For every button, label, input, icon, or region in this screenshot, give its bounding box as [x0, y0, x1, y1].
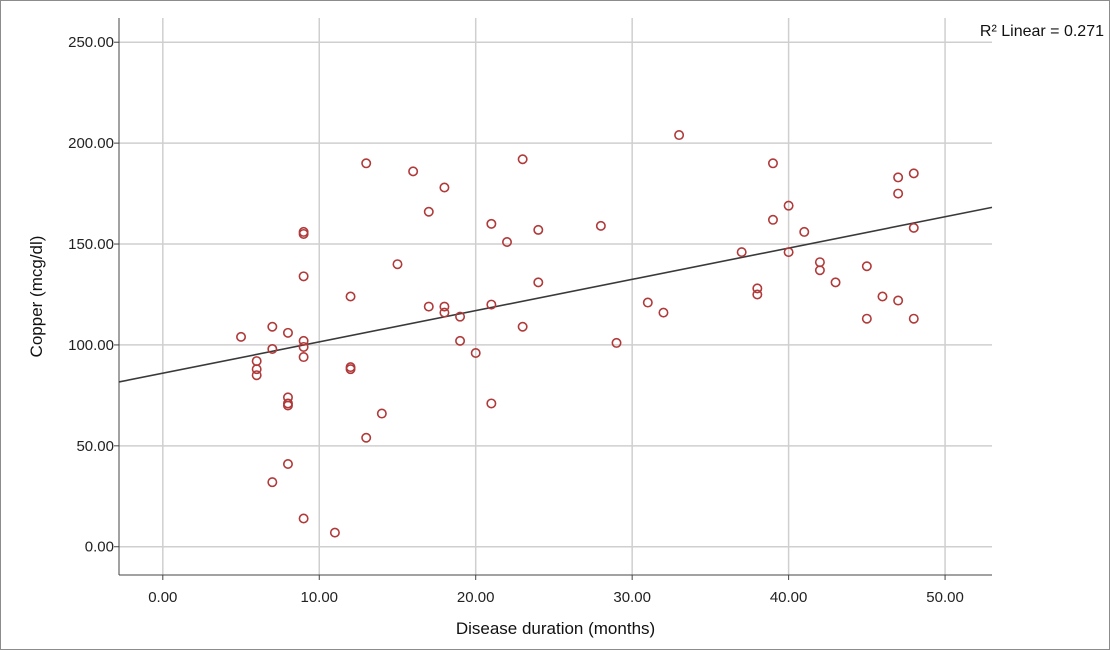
data-point	[893, 188, 904, 199]
data-point	[345, 291, 356, 302]
data-point	[298, 341, 309, 352]
data-point	[392, 259, 403, 270]
data-point	[814, 257, 825, 268]
y-tick-label: 150.00	[68, 236, 114, 253]
data-point	[251, 370, 262, 381]
data-point	[642, 297, 653, 308]
x-tick-label: 10.00	[300, 589, 338, 606]
data-point	[767, 158, 778, 169]
data-point	[361, 432, 372, 443]
data-point	[236, 331, 247, 342]
data-point	[267, 477, 278, 488]
data-point	[658, 307, 669, 318]
data-point	[298, 335, 309, 346]
data-point	[517, 321, 528, 332]
data-point	[329, 527, 340, 538]
data-point	[423, 301, 434, 312]
data-point	[298, 228, 309, 239]
r-squared-label: R² Linear = 0.271	[980, 23, 1104, 40]
y-axis-ticks: 0.00 50.00 100.00 150.00 200.00 250.00	[68, 34, 119, 556]
linear-fit-line	[118, 206, 993, 383]
gridlines	[119, 18, 992, 575]
data-point	[455, 311, 466, 322]
y-tick-label: 50.00	[76, 438, 114, 455]
data-point	[767, 214, 778, 225]
data-point	[736, 247, 747, 258]
data-point	[908, 222, 919, 233]
data-point	[486, 398, 497, 409]
data-point	[282, 327, 293, 338]
data-point	[267, 321, 278, 332]
data-point	[298, 271, 309, 282]
y-axis-title: Copper (mcg/dl)	[27, 236, 46, 358]
x-tick-label: 0.00	[148, 589, 177, 606]
data-point	[783, 200, 794, 211]
data-point	[251, 356, 262, 367]
data-point	[674, 130, 685, 141]
y-tick-label: 0.00	[85, 539, 114, 556]
data-point	[361, 158, 372, 169]
x-tick-label: 20.00	[457, 589, 495, 606]
data-point	[298, 513, 309, 524]
x-axis-ticks: 0.00 10.00 20.00 30.00 40.00 50.00	[148, 575, 964, 606]
data-point	[861, 313, 872, 324]
data-point	[752, 283, 763, 294]
data-point	[908, 313, 919, 324]
data-point	[455, 335, 466, 346]
data-point	[376, 408, 387, 419]
data-point	[439, 182, 450, 193]
data-point	[517, 154, 528, 165]
data-points	[236, 130, 919, 538]
x-tick-label: 30.00	[613, 589, 651, 606]
y-tick-label: 200.00	[68, 135, 114, 152]
data-point	[423, 206, 434, 217]
data-point	[282, 400, 293, 411]
data-point	[251, 364, 262, 375]
data-point	[486, 299, 497, 310]
data-point	[282, 459, 293, 470]
data-point	[893, 295, 904, 306]
data-point	[611, 337, 622, 348]
data-point	[533, 277, 544, 288]
data-point	[501, 237, 512, 248]
data-point	[893, 172, 904, 183]
y-tick-label: 100.00	[68, 337, 114, 354]
data-point	[877, 291, 888, 302]
data-point	[783, 247, 794, 258]
data-point	[408, 166, 419, 177]
data-point	[533, 224, 544, 235]
data-point	[830, 277, 841, 288]
data-point	[298, 352, 309, 363]
data-point	[908, 168, 919, 179]
data-point	[439, 301, 450, 312]
x-tick-label: 40.00	[770, 589, 808, 606]
data-point	[470, 348, 481, 359]
x-axis-title: Disease duration (months)	[456, 619, 655, 638]
data-point	[814, 265, 825, 276]
x-tick-label: 50.00	[926, 589, 964, 606]
data-point	[439, 307, 450, 318]
data-point	[486, 218, 497, 229]
data-point	[345, 364, 356, 375]
y-tick-label: 250.00	[68, 34, 114, 51]
data-point	[267, 343, 278, 354]
data-point	[799, 226, 810, 237]
data-point	[752, 289, 763, 300]
data-point	[861, 261, 872, 272]
data-point	[595, 220, 606, 231]
